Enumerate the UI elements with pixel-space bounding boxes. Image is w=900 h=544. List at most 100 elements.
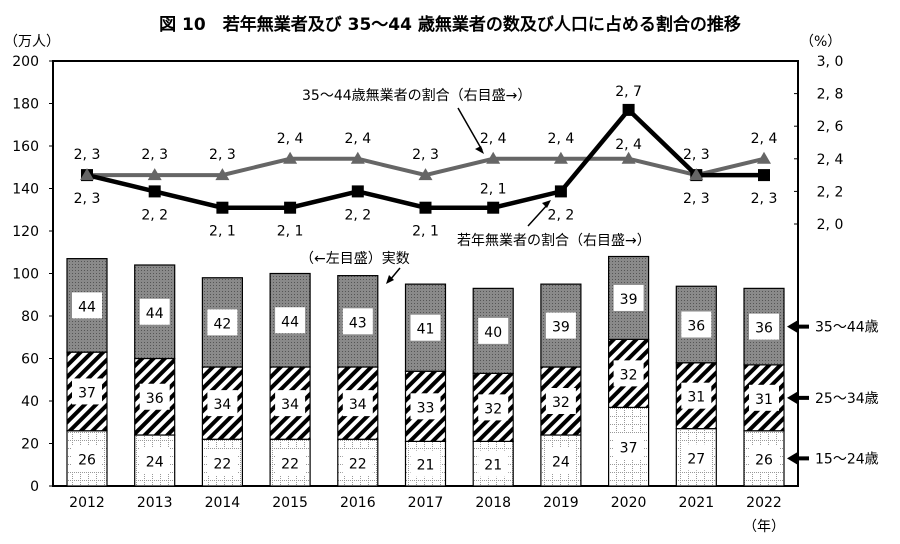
youth-value-label: 2, 1 [277,224,304,240]
legend-label: 15～24歳 [815,451,879,467]
left-tick-label: 180 [12,97,39,113]
x-tick-label: 2016 [340,495,376,511]
youth-value-label: 2, 1 [209,224,236,240]
right-tick-label: 2, 4 [817,152,844,168]
age35-value-label: 2, 3 [412,147,439,163]
bar-value-label: 26 [78,452,96,468]
bar-value-label: 36 [687,319,705,335]
bar-value-label: 34 [349,397,367,413]
bar-value-label: 44 [78,299,96,315]
x-tick-label: 2021 [678,495,714,511]
x-tick-label: 2015 [272,495,308,511]
bar-label-box [545,388,576,414]
right-tick-label: 3, 0 [817,54,844,70]
youth-value-label: 2, 2 [548,207,575,223]
bar-label-box [72,292,102,319]
age35-marker [418,168,433,181]
youth-value-label: 2, 2 [344,207,371,223]
bar-label-box [207,309,238,336]
age35-marker [486,151,501,164]
age35-marker [553,151,568,164]
youth-marker [554,185,567,198]
bar-label-box [410,393,441,420]
x-tick-label: 2017 [408,495,444,511]
age35-marker [147,168,162,181]
bar-label-box [275,390,306,417]
x-tick-label: 2020 [611,495,647,511]
bar-value-label: 33 [417,400,435,416]
bar-value-label: 37 [78,385,96,401]
bar-label-box [749,445,779,472]
bar-value-label: 26 [755,452,773,468]
youth-marker [419,201,432,214]
bar-value-label: 42 [213,316,231,332]
bar-value-label: 24 [146,455,164,471]
left-tick-label: 80 [21,309,39,325]
bar-value-label: 39 [552,320,570,336]
bar-annotation: （←左目盛）実数 [300,251,410,267]
youth-marker [622,103,635,116]
youth-value-label: 2, 1 [480,182,507,198]
bar-value-label: 22 [213,457,231,473]
bar-value-label: 44 [281,314,299,330]
legend-label: 35～44歳 [815,320,879,336]
age35-value-label: 2, 4 [344,131,371,147]
bar-value-label: 36 [146,391,164,407]
bar-value-label: 37 [620,441,638,457]
age35-value-label: 2, 4 [615,137,642,153]
age35-value-label: 2, 3 [74,147,101,163]
bar-value-label: 44 [146,306,164,322]
left-tick-label: 160 [12,139,39,155]
line-label-35-44: 35～44歳無業者の割合（右目盛→） [302,87,531,104]
right-tick-label: 2, 0 [817,217,844,233]
bar-label-box [72,445,102,472]
arrow-icon [457,107,483,151]
bar-value-label: 32 [484,401,502,417]
right-tick-label: 2, 6 [817,119,844,135]
arrowhead-icon [386,275,394,284]
left-tick-label: 100 [12,267,39,283]
bar-label-box [342,308,373,335]
bar-label-box [478,317,509,344]
line-label-youth: 若年無業者の割合（右目盛→） [457,232,651,249]
bar-label-box [478,450,509,477]
age35-marker [215,168,230,181]
bar-label-box [613,284,644,311]
legend-arrow-icon [787,391,809,404]
bar-label-box [275,307,306,334]
age35-value-label: 2, 3 [141,147,168,163]
age35-marker [621,151,636,164]
bar-value-label: 21 [417,458,435,474]
age35-marker [689,168,704,181]
bar-label-box [681,444,712,471]
left-axis-unit: （万人） [4,34,60,50]
left-tick-label: 60 [21,352,39,368]
x-tick-label: 2014 [205,495,241,511]
age35-value-label: 2, 3 [209,147,236,163]
bar-label-box [207,449,238,476]
youth-value-label: 2, 2 [141,207,168,223]
bar-label-box [613,360,644,387]
bar-label-box [410,314,441,341]
bar-label-box [342,390,373,417]
legend-arrow-icon [787,452,809,465]
x-tick-label: 2018 [475,495,511,511]
bar-value-label: 24 [552,455,570,471]
bar-value-label: 36 [755,321,773,337]
left-tick-label: 40 [21,394,39,410]
arrowhead-icon [542,200,551,208]
bar-label-box [613,433,644,460]
bar-label-box [545,447,576,474]
age35-value-label: 2, 4 [277,131,304,147]
bar-label-box [545,312,576,339]
bar-label-box [681,382,712,409]
bar-value-label: 39 [620,292,638,308]
bar-label-box [749,384,779,411]
left-tick-label: 20 [21,437,39,453]
chart-title: 図 10 若年無業者及び 35～44 歳無業者の数及び人口に占める割合の推移 [159,14,741,35]
youth-marker [284,201,297,214]
left-tick-label: 0 [30,479,39,495]
youth-value-label: 2, 3 [683,191,710,207]
right-tick-label: 2, 8 [817,87,844,103]
age35-value-label: 2, 3 [683,147,710,163]
